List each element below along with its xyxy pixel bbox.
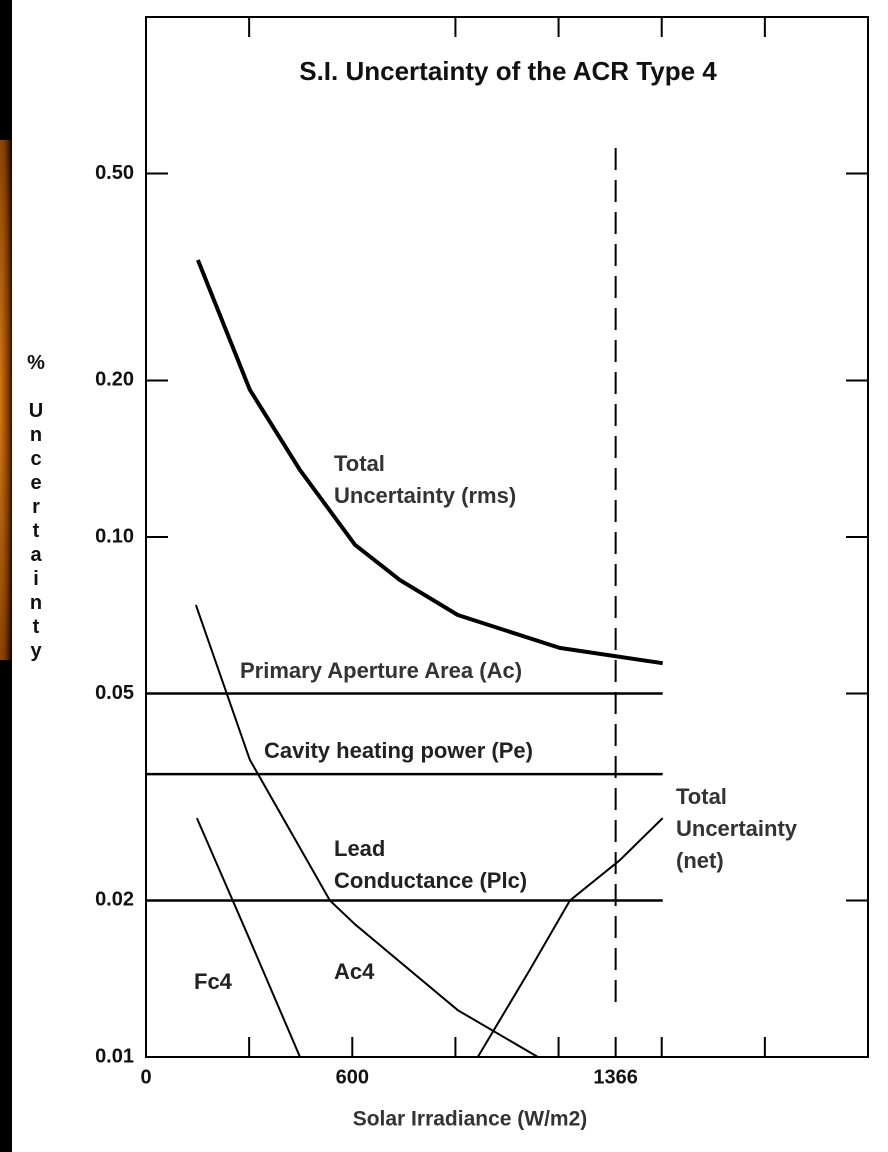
annotation: Uncertainty (rms) <box>334 483 516 508</box>
annotation: Uncertainty <box>676 816 798 841</box>
annotation: Cavity heating power (Pe) <box>264 738 533 763</box>
annotation: Total <box>676 784 727 809</box>
annotation: Total <box>334 451 385 476</box>
y-tick-label: 0.50 <box>95 162 134 184</box>
annotation: Primary Aperture Area (Ac) <box>240 658 522 683</box>
annotation: Conductance (Plc) <box>334 868 527 893</box>
y-tick-label: 0.20 <box>95 369 134 391</box>
series-line <box>195 817 301 1058</box>
series-line <box>476 817 664 1058</box>
chart-title: S.I. Uncertainty of the ACR Type 4 <box>299 56 717 86</box>
y-tick-label: 0.02 <box>95 889 134 911</box>
x-tick-label: 1366 <box>593 1066 638 1088</box>
y-tick-label: 0.01 <box>95 1045 134 1067</box>
panel <box>12 0 888 1152</box>
series-line <box>196 259 663 666</box>
edge-glow <box>0 140 14 660</box>
x-tick-label: 0 <box>140 1066 151 1088</box>
annotation: (net) <box>676 848 724 873</box>
y-tick-label: 0.10 <box>95 525 134 547</box>
annotation: Lead <box>334 836 385 861</box>
x-tick-label: 600 <box>336 1066 369 1088</box>
y-tick-label: 0.05 <box>95 682 134 704</box>
series-line <box>194 604 539 1058</box>
y-axis-label: % Uncertainty <box>25 352 47 664</box>
x-axis-label: Solar Irradiance (W/m2) <box>353 1108 588 1131</box>
annotation: Ac4 <box>334 959 375 984</box>
annotation: Fc4 <box>194 969 233 994</box>
